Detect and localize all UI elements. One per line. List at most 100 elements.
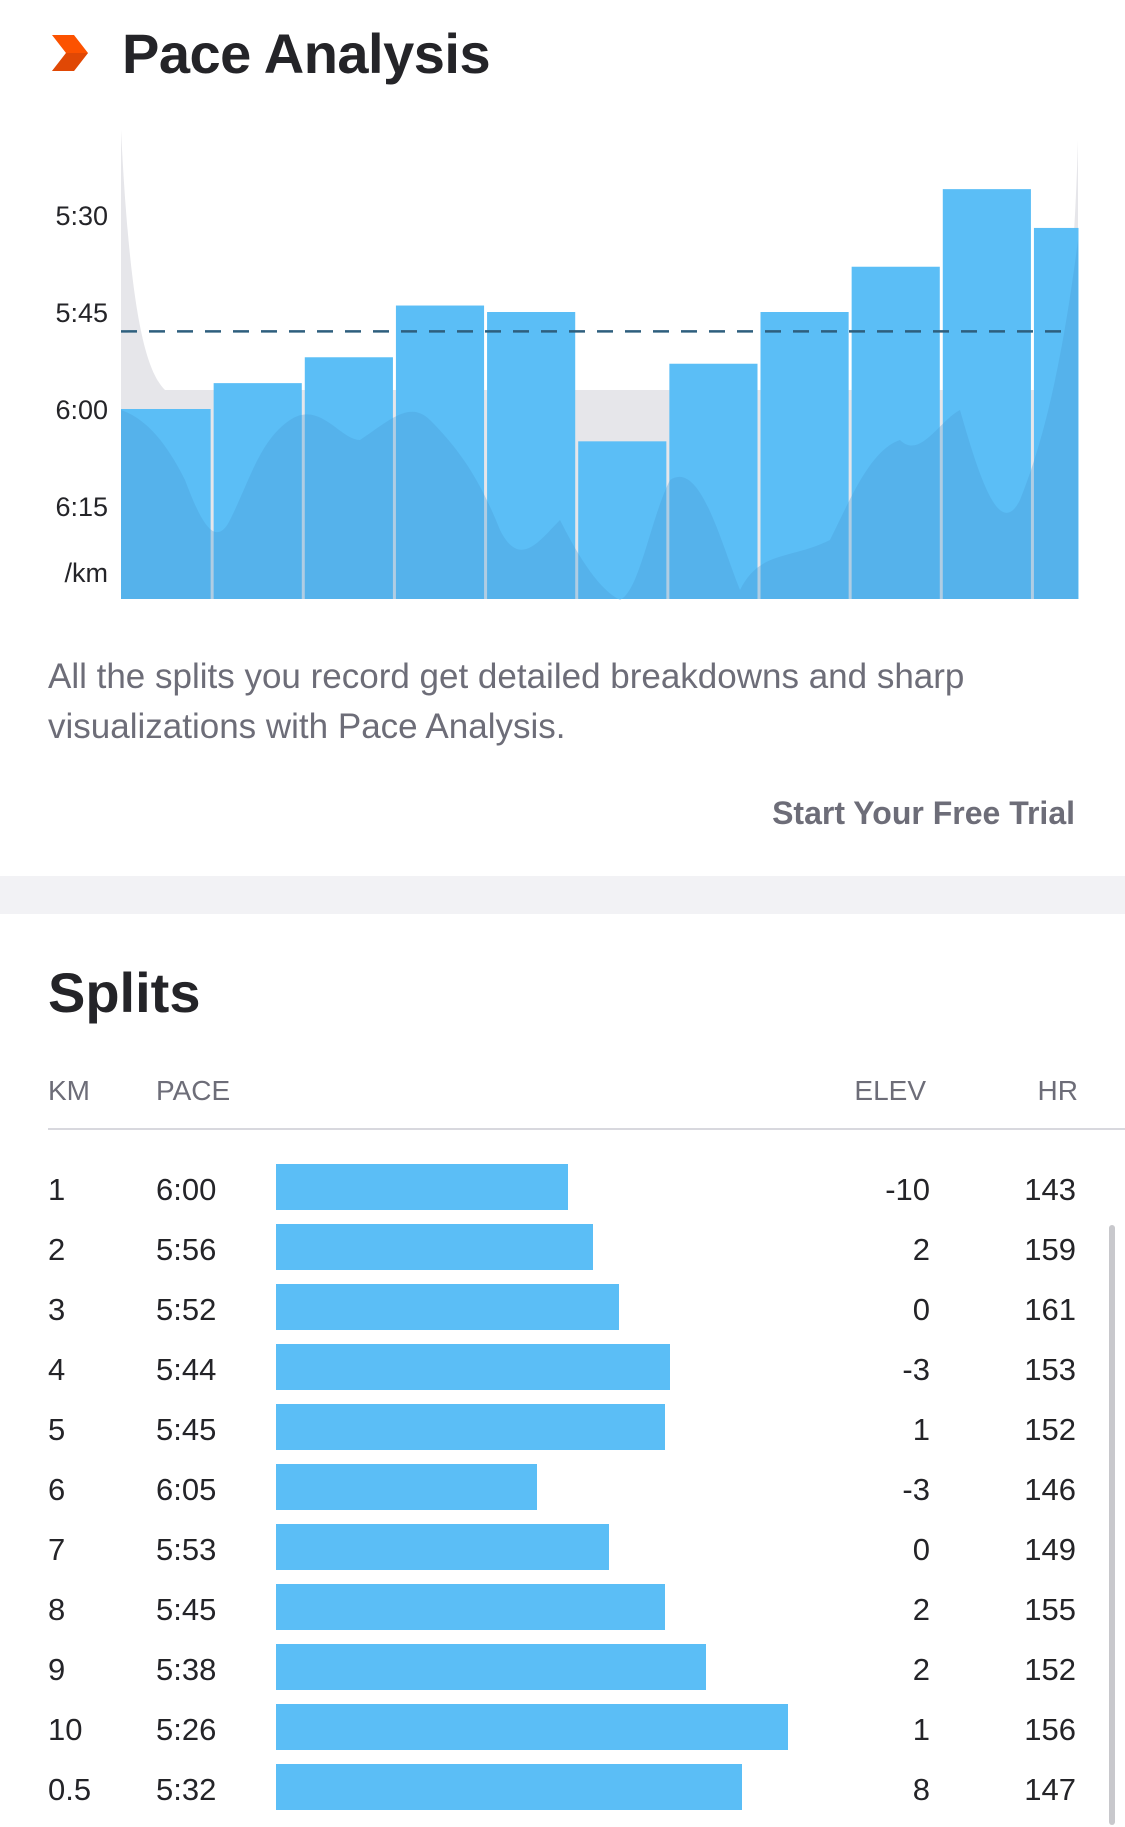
pace-analysis-section: Pace Analysis 5:30 5:45 6:00 6:15/km All th… [0, 0, 1125, 876]
split-pace-bar [276, 1224, 593, 1270]
y-tick-label: 5:30 [55, 201, 108, 231]
start-free-trial-link[interactable]: Start Your Free Trial [772, 795, 1075, 831]
split-row: 6 6:05 -3 146 [0, 1462, 1125, 1522]
split-pace: 6:05 [156, 1472, 217, 1507]
split-km: 7 [48, 1532, 66, 1567]
split-hr: 146 [1024, 1472, 1076, 1507]
split-pace-bar [276, 1584, 665, 1630]
split-pace: 5:26 [156, 1712, 217, 1747]
pace-bar [213, 383, 302, 599]
pace-bar [578, 441, 667, 599]
pace-bar [121, 409, 211, 599]
split-pace: 5:38 [156, 1652, 217, 1687]
y-tick-label: 6:00 [55, 395, 108, 425]
pace-bar [669, 363, 758, 599]
split-row: 3 5:52 0 161 [0, 1282, 1125, 1342]
split-hr: 152 [1024, 1412, 1076, 1447]
scrollbar[interactable] [1109, 1225, 1115, 1825]
split-pace-bar [276, 1704, 788, 1750]
strava-chevron-icon [52, 35, 88, 71]
split-row: 4 5:44 -3 153 [0, 1342, 1125, 1402]
split-pace-bar [276, 1404, 665, 1450]
pace-bar [942, 189, 1031, 599]
split-elev: 2 [912, 1232, 930, 1267]
split-elev: -3 [902, 1352, 930, 1387]
heart-rate-overlay [121, 240, 1078, 600]
pace-analysis-header: Pace Analysis [48, 18, 491, 88]
split-row: 1 6:00 -10 143 [0, 1162, 1125, 1222]
split-pace-bar [276, 1764, 742, 1810]
split-row: 9 5:38 2 152 [0, 1642, 1125, 1702]
splits-table-header: KM PACE ELEV HR [48, 1075, 1078, 1115]
split-km: 5 [48, 1412, 66, 1447]
split-km: 6 [48, 1472, 66, 1507]
split-pace-bar [276, 1164, 568, 1210]
split-row: 7 5:53 0 149 [0, 1522, 1125, 1582]
y-tick-label: 5:45 [55, 298, 108, 328]
split-km: 2 [48, 1232, 66, 1267]
split-elev: -10 [885, 1172, 930, 1207]
split-pace: 6:00 [156, 1172, 217, 1207]
header-elev: ELEV [854, 1075, 926, 1106]
splits-title: Splits [48, 961, 201, 1024]
split-hr: 147 [1024, 1772, 1076, 1807]
split-pace-bar [276, 1524, 609, 1570]
header-km: KM [48, 1075, 90, 1106]
split-hr: 159 [1024, 1232, 1076, 1267]
split-pace: 5:56 [156, 1232, 217, 1267]
y-tick-label: 6:15 [55, 492, 108, 522]
pace-bar [760, 312, 849, 599]
header-hr: HR [1037, 1075, 1078, 1106]
section-divider [0, 876, 1125, 914]
description-text: All the splits you record get detailed b… [48, 657, 965, 746]
split-elev: 8 [912, 1772, 930, 1807]
split-pace-bar [276, 1464, 537, 1510]
pace-bar [395, 305, 485, 599]
pace-bar [1033, 227, 1079, 599]
split-pace: 5:53 [156, 1532, 217, 1567]
split-elev: 0 [912, 1532, 930, 1567]
split-hr: 155 [1024, 1592, 1076, 1627]
split-pace-bar [276, 1284, 619, 1330]
split-row: 10 5:26 1 156 [0, 1702, 1125, 1762]
split-km: 8 [48, 1592, 66, 1627]
split-hr: 153 [1024, 1352, 1076, 1387]
split-row: 0.5 5:32 8 147 [0, 1762, 1125, 1822]
split-elev: 0 [912, 1292, 930, 1327]
y-unit-label: /km [65, 558, 109, 588]
split-hr: 143 [1024, 1172, 1076, 1207]
split-hr: 152 [1024, 1652, 1076, 1687]
page-title: Pace Analysis [122, 21, 491, 85]
header-pace: PACE [156, 1075, 231, 1106]
split-row: 8 5:45 2 155 [0, 1582, 1125, 1642]
split-pace-bar [276, 1344, 670, 1390]
pace-bar [304, 357, 393, 599]
split-pace: 5:32 [156, 1772, 217, 1807]
split-row: 2 5:56 2 159 [0, 1222, 1125, 1282]
header-divider [48, 1128, 1125, 1130]
pace-bar [851, 266, 940, 599]
split-elev: 1 [912, 1412, 930, 1447]
split-pace: 5:45 [156, 1412, 217, 1447]
split-hr: 161 [1024, 1292, 1076, 1327]
split-km: 9 [48, 1652, 66, 1687]
split-pace: 5:52 [156, 1292, 217, 1327]
pace-chart: 5:30 5:45 6:00 6:15/km [0, 120, 1125, 610]
split-km: 4 [48, 1352, 66, 1387]
split-km: 3 [48, 1292, 66, 1327]
split-hr: 156 [1024, 1712, 1076, 1747]
pace-chart-svg: 5:30 5:45 6:00 6:15/km [55, 130, 1079, 600]
split-km: 1 [48, 1172, 66, 1207]
split-pace-bar [276, 1644, 706, 1690]
split-km: 10 [48, 1712, 83, 1747]
split-elev: -3 [902, 1472, 930, 1507]
split-pace: 5:45 [156, 1592, 217, 1627]
split-km: 0.5 [48, 1772, 92, 1807]
split-elev: 1 [912, 1712, 930, 1747]
split-hr: 149 [1024, 1532, 1076, 1567]
split-pace: 5:44 [156, 1352, 217, 1387]
split-elev: 2 [912, 1592, 930, 1627]
pace-bar [487, 312, 576, 599]
split-row: 5 5:45 1 152 [0, 1402, 1125, 1462]
split-elev: 2 [912, 1652, 930, 1687]
